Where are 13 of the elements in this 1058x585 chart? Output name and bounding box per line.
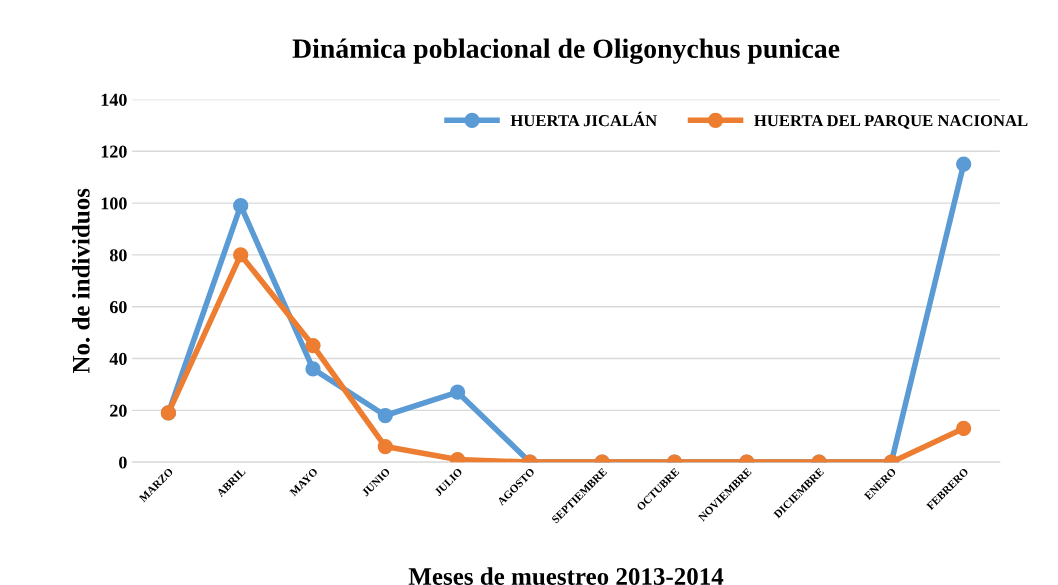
- y-tick-label: 140: [101, 93, 127, 106]
- legend-label: HUERTA DEL PARQUE NACIONAL: [754, 115, 1028, 129]
- y-tick-label: 40: [109, 352, 127, 365]
- y-tick-label: 80: [109, 249, 127, 262]
- x-axis-title: Meses de muestreo 2013-2014: [408, 567, 724, 585]
- chart-title: Dinámica poblacional de Oligonychus punicae: [292, 38, 840, 64]
- y-tick-label: 0: [119, 456, 127, 469]
- legend-label: HUERTA JICALÁN: [510, 111, 657, 127]
- y-tick-label: 60: [109, 300, 127, 314]
- y-tick-label: 20: [110, 404, 127, 417]
- y-tick-label: 120: [101, 145, 127, 158]
- y-axis-title: No. de individuos: [72, 188, 90, 374]
- y-tick-label: 100: [101, 197, 127, 210]
